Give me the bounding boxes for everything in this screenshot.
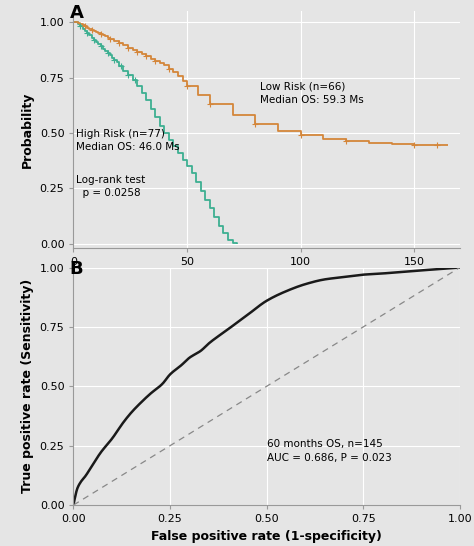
Text: p = 0.0258: p = 0.0258 xyxy=(76,188,140,199)
Point xyxy=(97,30,105,39)
X-axis label: False positive rate (1-specificity): False positive rate (1-specificity) xyxy=(151,530,382,543)
Point xyxy=(252,120,259,128)
Point xyxy=(115,39,123,48)
Point xyxy=(110,55,118,64)
Y-axis label: Probability: Probability xyxy=(21,92,34,168)
Point xyxy=(81,22,89,31)
Point xyxy=(206,100,214,109)
Point xyxy=(90,35,98,44)
Point xyxy=(106,34,114,43)
Point xyxy=(131,75,138,84)
Point xyxy=(97,42,105,51)
Point xyxy=(83,29,91,38)
Text: B: B xyxy=(70,260,83,278)
Point xyxy=(88,26,95,34)
Point xyxy=(165,64,173,73)
Text: A: A xyxy=(70,4,83,22)
Y-axis label: True positive rate (Sensitivity): True positive rate (Sensitivity) xyxy=(21,279,34,494)
Point xyxy=(124,71,132,80)
Point xyxy=(142,52,150,61)
Text: AUC = 0.686, P = 0.023: AUC = 0.686, P = 0.023 xyxy=(266,453,392,463)
Text: Median OS: 59.3 Ms: Median OS: 59.3 Ms xyxy=(260,95,364,105)
Point xyxy=(76,22,84,31)
Text: 60 months OS, n=145: 60 months OS, n=145 xyxy=(266,438,383,449)
Point xyxy=(297,131,304,140)
Text: Median OS: 46.0 Ms: Median OS: 46.0 Ms xyxy=(76,142,179,152)
Point xyxy=(433,141,441,150)
Point xyxy=(183,82,191,91)
Text: Log-rank test: Log-rank test xyxy=(76,175,145,185)
X-axis label: Overall survival (months): Overall survival (months) xyxy=(177,273,356,286)
Point xyxy=(342,136,350,145)
Point xyxy=(104,49,111,57)
Point xyxy=(410,140,418,149)
Text: Low Risk (n=66): Low Risk (n=66) xyxy=(260,82,345,92)
Point xyxy=(152,56,159,65)
Text: High Risk (n=77): High Risk (n=77) xyxy=(76,128,164,139)
Point xyxy=(118,62,125,71)
Point xyxy=(124,43,132,52)
Point xyxy=(133,48,141,56)
